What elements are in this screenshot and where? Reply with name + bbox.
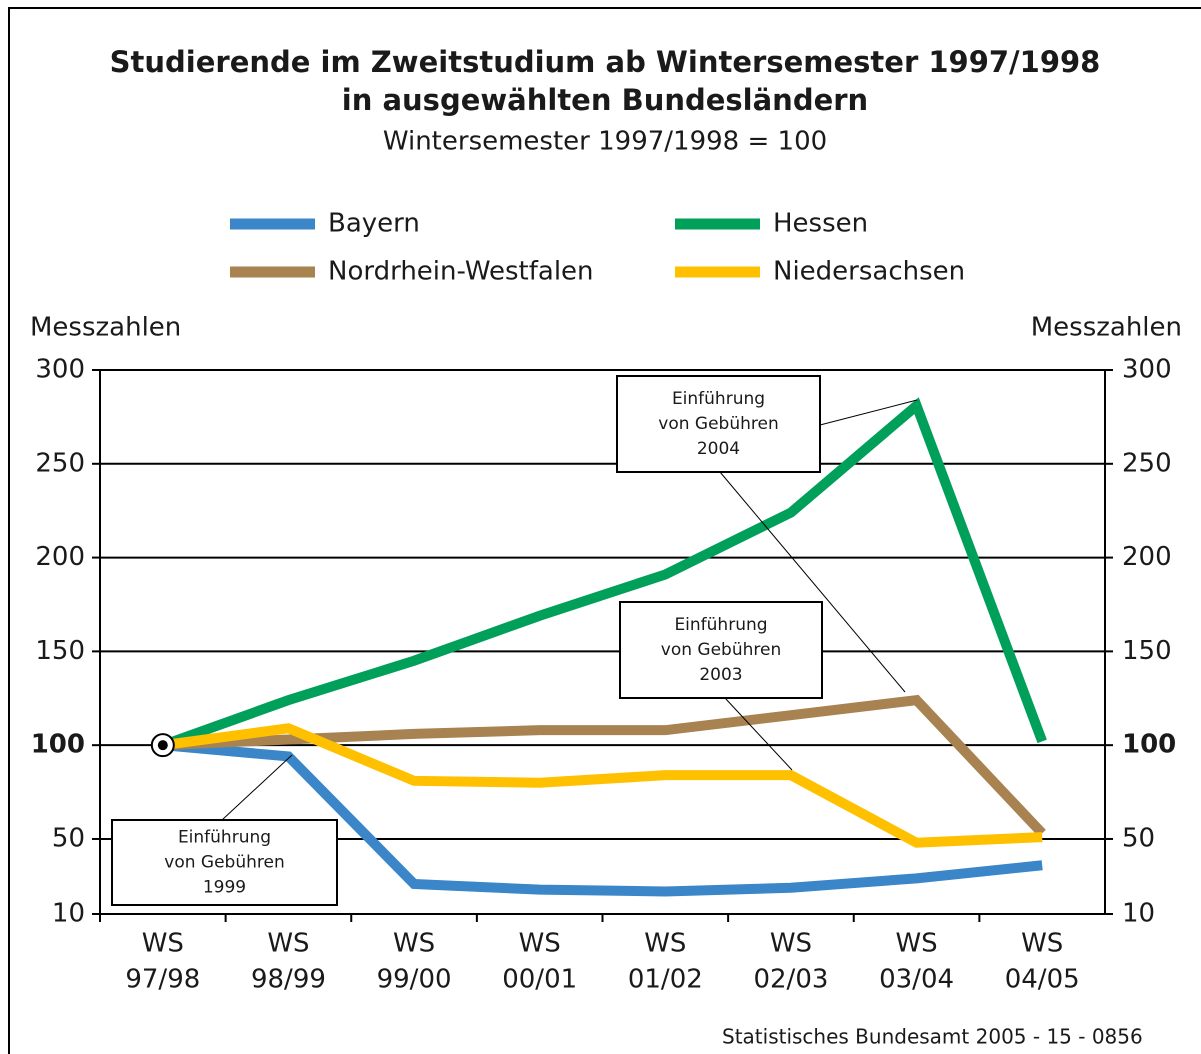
legend-label: Nordrhein-Westfalen: [328, 257, 594, 287]
legend-label: Bayern: [328, 209, 420, 239]
leader-line: [724, 697, 793, 771]
chart-subtitle: Wintersemester 1997/1998 = 100: [383, 127, 827, 157]
x-tick-label: 02/03: [753, 965, 828, 995]
legend-label: Niedersachsen: [773, 257, 965, 287]
annotation-box: [616, 375, 821, 473]
annotation-text: 2003: [699, 665, 742, 685]
y2-tick-label: 300: [1122, 355, 1172, 385]
leader-line: [819, 399, 918, 426]
x-tick-label: WS: [267, 929, 309, 959]
series-line: [162, 723, 1043, 848]
y2-tick-label: 150: [1122, 636, 1172, 666]
source: Statistisches Bundesamt 2005 - 15 - 0856: [722, 1025, 1143, 1049]
x-tick-label: 00/01: [502, 965, 577, 995]
frame: [8, 7, 1201, 1054]
y-tick-label: 150: [35, 636, 85, 666]
x-tick-label: WS: [770, 929, 812, 959]
y-tick-label: 10: [52, 899, 85, 929]
annotation-text: Einführung: [672, 389, 765, 409]
x-tick-label: WS: [1021, 929, 1063, 959]
y-tick-label: 200: [35, 542, 85, 572]
leader-line: [719, 471, 906, 693]
annotation-text: 2004: [697, 439, 740, 459]
y-axis-label: Messzahlen: [30, 313, 181, 343]
x-tick-label: WS: [519, 929, 561, 959]
y-tick-label: 100: [31, 730, 85, 760]
start-marker-dot: [157, 740, 168, 751]
chart-title: Studierende im Zweitstudium ab Wintersem…: [110, 45, 1101, 79]
annotation-text: 1999: [203, 878, 246, 898]
x-tick-label: 97/98: [125, 965, 200, 995]
series-line: [161, 397, 1047, 750]
x-tick-label: WS: [895, 929, 937, 959]
x-tick-label: 98/99: [251, 965, 326, 995]
x-tick-label: WS: [393, 929, 435, 959]
y-tick-label: 300: [35, 355, 85, 385]
x-tick-label: WS: [142, 929, 184, 959]
y2-axis-label: Messzahlen: [1031, 313, 1182, 343]
y2-tick-label: 10: [1122, 899, 1155, 929]
annotation-box: [111, 819, 338, 906]
y-tick-label: 250: [35, 448, 85, 478]
x-tick-label: 99/00: [377, 965, 452, 995]
chart-title: in ausgewählten Bundesländern: [342, 83, 868, 117]
y2-tick-label: 250: [1122, 448, 1172, 478]
y-tick-label: 50: [52, 823, 85, 853]
x-tick-label: WS: [644, 929, 686, 959]
annotation-text: Einführung: [674, 615, 767, 635]
annotation-text: von Gebühren: [661, 640, 781, 660]
leader-line: [221, 754, 293, 821]
annotation-text: von Gebühren: [658, 414, 778, 434]
y2-tick-label: 100: [1122, 730, 1176, 760]
x-tick-label: 03/04: [879, 965, 954, 995]
y2-tick-label: 200: [1122, 542, 1172, 572]
annotation-text: von Gebühren: [164, 853, 284, 873]
annotation-text: Einführung: [178, 828, 271, 848]
x-tick-label: 01/02: [628, 965, 703, 995]
y2-tick-label: 50: [1122, 823, 1155, 853]
annotation-box: [619, 601, 823, 699]
series-line: [162, 740, 1043, 897]
legend-label: Hessen: [773, 209, 868, 239]
x-tick-label: 04/05: [1005, 965, 1080, 995]
